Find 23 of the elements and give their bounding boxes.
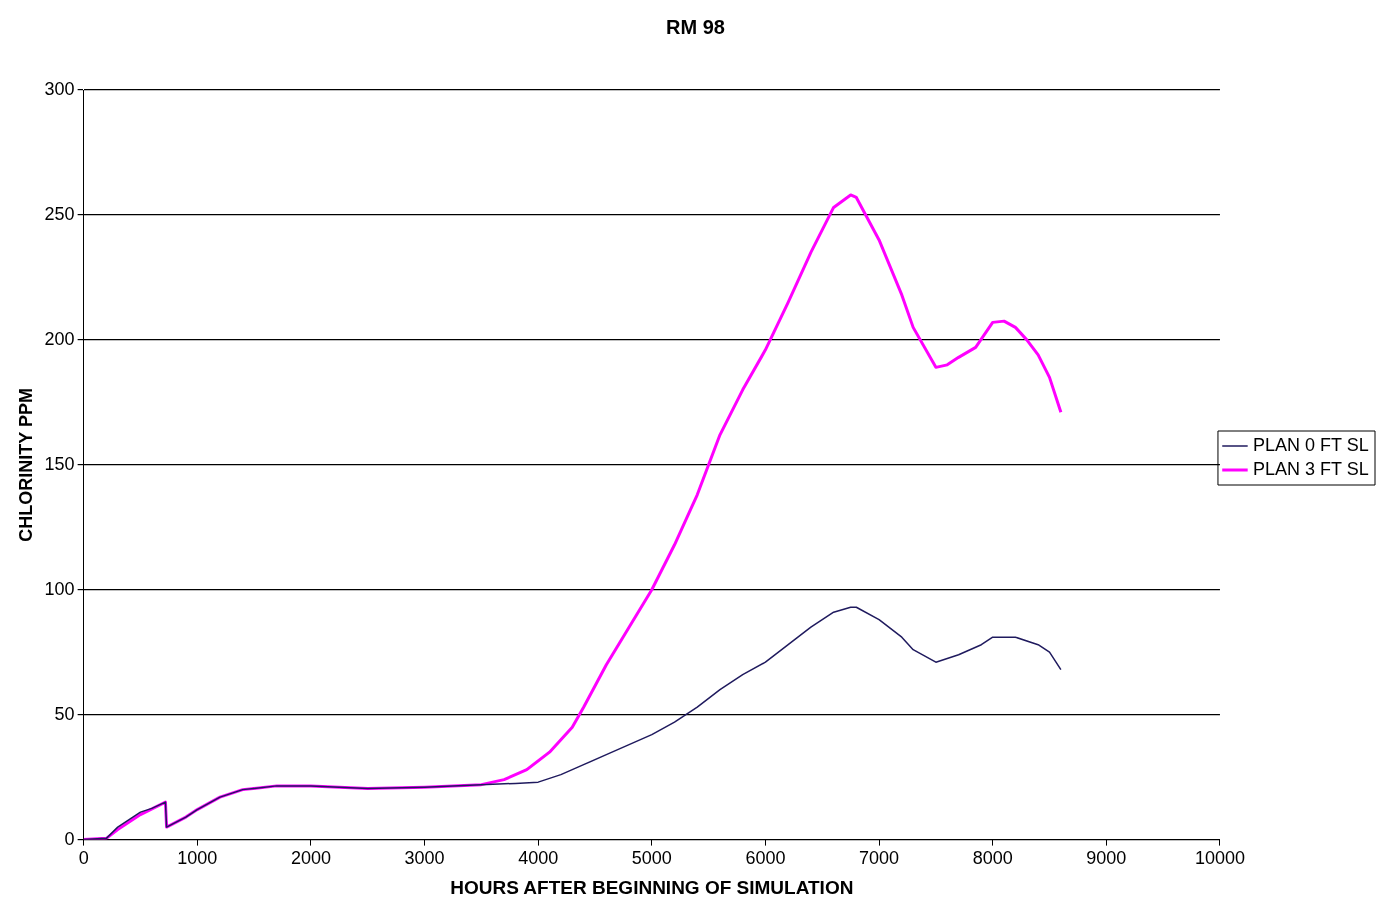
y-tick-label: 200 bbox=[44, 328, 75, 349]
y-tick-label: 50 bbox=[54, 703, 75, 724]
x-tick-label: 4000 bbox=[518, 848, 559, 869]
x-axis-title: HOURS AFTER BEGINNING OF SIMULATION bbox=[450, 876, 854, 898]
x-tick-label: 1000 bbox=[177, 848, 218, 869]
x-tick-label: 3000 bbox=[404, 848, 445, 869]
legend-label: PLAN 0 FT SL bbox=[1252, 434, 1369, 455]
x-tick-label: 2000 bbox=[290, 848, 331, 869]
x-tick-label: 8000 bbox=[972, 848, 1013, 869]
chart-title: RM 98 bbox=[666, 15, 725, 38]
x-tick-label: 7000 bbox=[859, 848, 900, 869]
x-tick-label: 10000 bbox=[1194, 848, 1245, 869]
x-tick-label: 9000 bbox=[1086, 848, 1127, 869]
x-tick-label: 0 bbox=[78, 848, 89, 869]
y-tick-label: 100 bbox=[44, 578, 75, 599]
y-axis-title: CHLORINITY PPM bbox=[15, 387, 36, 542]
y-tick-label: 250 bbox=[44, 203, 75, 224]
legend-label: PLAN 3 FT SL bbox=[1252, 458, 1369, 479]
x-tick-label: 6000 bbox=[745, 848, 786, 869]
y-tick-label: 150 bbox=[44, 453, 75, 474]
y-tick-label: 0 bbox=[64, 828, 75, 849]
y-tick-label: 300 bbox=[44, 78, 75, 99]
x-tick-label: 5000 bbox=[631, 848, 672, 869]
